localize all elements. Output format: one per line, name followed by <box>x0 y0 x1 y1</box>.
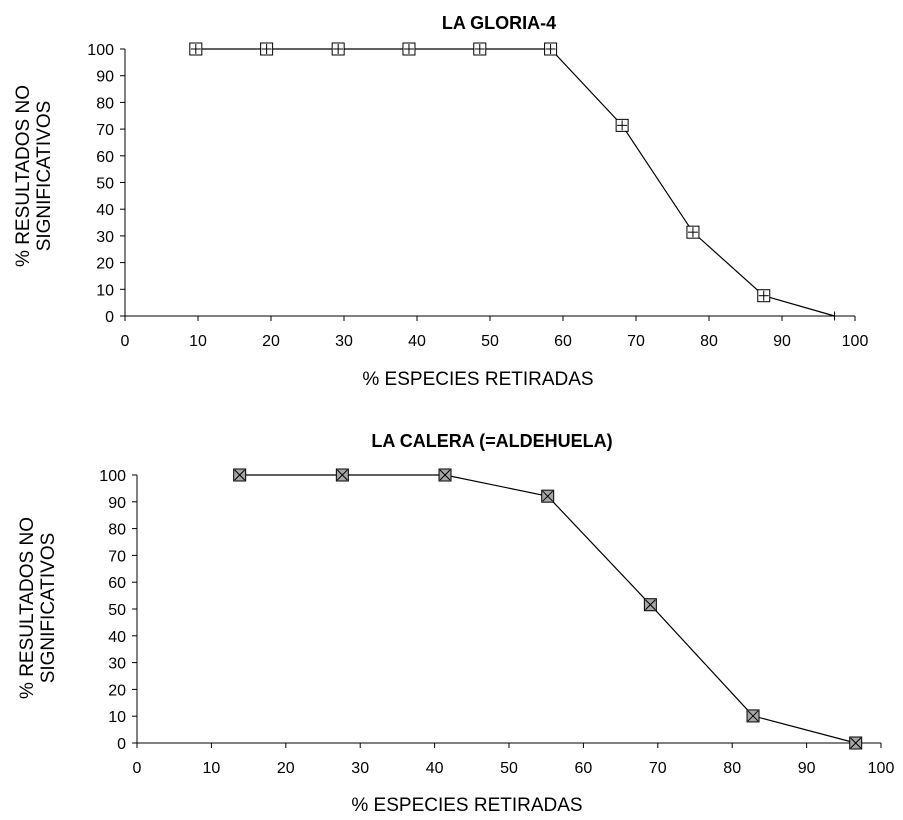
chart-la-calera: LA CALERA (=ALDEHUELA) % ESPECIES RETIRA… <box>17 431 894 816</box>
data-point-marker <box>260 42 274 56</box>
chart-la-gloria: LA GLORIA-4 % ESPECIES RETIRADAS % RESUL… <box>13 13 868 390</box>
x-tick-label: 30 <box>335 333 353 350</box>
data-point-marker <box>189 42 203 56</box>
data-point-marker <box>746 709 760 723</box>
data-point-marker <box>335 468 349 482</box>
y-tick-label: 20 <box>96 256 114 273</box>
y-tick-label: 100 <box>99 468 126 485</box>
x-tick-label: 60 <box>554 333 572 350</box>
y-tick-label: 20 <box>108 682 126 699</box>
x-axis-label: % ESPECIES RETIRADAS <box>362 369 593 390</box>
data-point-marker <box>331 42 345 56</box>
y-tick-label: 50 <box>108 602 126 619</box>
y-tick-label: 0 <box>117 736 126 753</box>
data-point-marker <box>402 42 416 56</box>
x-tick-label: 60 <box>575 760 593 777</box>
x-tick-label: 20 <box>277 760 295 777</box>
x-tick-label: 40 <box>426 760 444 777</box>
x-tick-label: 90 <box>798 760 816 777</box>
x-tick-label: 10 <box>203 760 221 777</box>
data-point-marker <box>686 225 700 239</box>
y-tick-label: 80 <box>96 95 114 112</box>
y-tick-label: 80 <box>108 522 126 539</box>
chart-title: LA CALERA (=ALDEHUELA) <box>371 431 612 451</box>
x-tick-label: 0 <box>133 760 142 777</box>
x-tick-label: 50 <box>500 760 518 777</box>
data-point-marker <box>757 289 771 303</box>
series-line <box>195 48 835 317</box>
x-tick-label: 0 <box>121 333 130 350</box>
y-axis-label-line-2: SIGNIFICATIVOS <box>34 101 55 252</box>
y-axis-label-line-1: % RESULTADOS NO <box>17 517 38 699</box>
x-tick-label: 100 <box>868 760 895 777</box>
y-tick-label: 70 <box>96 122 114 139</box>
x-axis-label: % ESPECIES RETIRADAS <box>351 795 582 816</box>
x-tick-label: 10 <box>189 333 207 350</box>
y-tick-label: 50 <box>96 176 114 193</box>
y-tick-label: 30 <box>108 656 126 673</box>
y-tick-label: 10 <box>96 282 114 299</box>
data-point-marker <box>544 42 558 56</box>
y-tick-label: 10 <box>108 709 126 726</box>
x-tick-label: 20 <box>262 333 280 350</box>
data-point-marker <box>473 42 487 56</box>
y-tick-label: 40 <box>96 202 114 219</box>
x-tick-label: 90 <box>773 333 791 350</box>
y-tick-label: 90 <box>96 69 114 86</box>
x-tick-label: 80 <box>723 760 741 777</box>
data-point-marker <box>849 736 863 750</box>
y-tick-label: 70 <box>108 548 126 565</box>
y-tick-label: 60 <box>96 149 114 166</box>
x-tick-label: 40 <box>408 333 426 350</box>
y-axis-label: % RESULTADOS NO SIGNIFICATIVOS <box>17 517 59 699</box>
y-tick-label: 30 <box>96 229 114 246</box>
data-point-marker <box>615 118 629 132</box>
x-tick-label: 80 <box>700 333 718 350</box>
x-tick-label: 100 <box>842 333 869 350</box>
x-tick-label: 70 <box>627 333 645 350</box>
y-axis-label: % RESULTADOS NO SIGNIFICATIVOS <box>13 85 55 267</box>
data-point-marker <box>643 598 657 612</box>
y-axis-label-line-1: % RESULTADOS NO <box>13 85 34 267</box>
series-line <box>239 474 856 744</box>
data-point-marker <box>541 489 555 503</box>
y-tick-label: 90 <box>108 495 126 512</box>
chart-title: LA GLORIA-4 <box>442 13 556 33</box>
plot-area: 0 10 20 30 40 50 60 70 80 90 100 0 10 20 30 40 50 60 70 80 9… <box>87 42 868 350</box>
data-point-marker <box>233 468 247 482</box>
plot-area: 0 10 20 30 40 50 60 70 80 90 100 0 10 20 30 40 50 60 70 80 9… <box>99 468 894 777</box>
y-tick-label: 0 <box>105 309 114 326</box>
y-axis-label-line-2: SIGNIFICATIVOS <box>38 533 59 684</box>
x-tick-label: 30 <box>351 760 369 777</box>
data-point-marker <box>830 311 840 321</box>
x-tick-label: 50 <box>481 333 499 350</box>
x-tick-label: 70 <box>649 760 667 777</box>
data-point-marker <box>438 468 452 482</box>
y-tick-label: 40 <box>108 629 126 646</box>
y-tick-label: 100 <box>87 42 114 59</box>
y-tick-label: 60 <box>108 575 126 592</box>
